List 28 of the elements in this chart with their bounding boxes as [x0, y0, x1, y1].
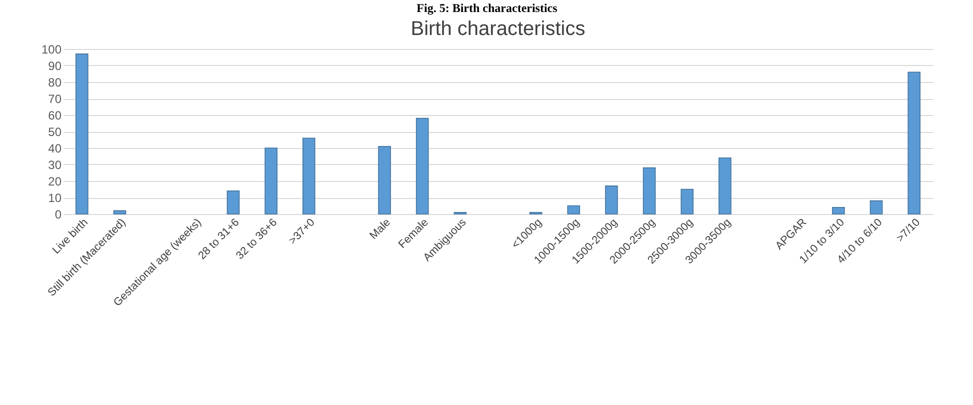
- bar: [832, 207, 845, 214]
- bar: [718, 158, 732, 214]
- y-tick-label: 80: [48, 76, 62, 90]
- caption: Fig. 5: Birth characteristics: [416, 1, 558, 15]
- y-tick-label: 60: [48, 108, 62, 122]
- y-tick-label: 50: [48, 125, 62, 139]
- bar: [113, 210, 126, 214]
- bar: [302, 138, 316, 214]
- bar: [416, 118, 429, 214]
- bar: [226, 190, 240, 214]
- y-tick-label: 10: [48, 191, 62, 205]
- bar: [642, 167, 656, 214]
- y-tick-label: 100: [41, 42, 62, 56]
- bar: [264, 148, 278, 214]
- bar: [378, 146, 391, 214]
- chart-title: Birth characteristics: [410, 18, 586, 40]
- y-tick-label: 40: [48, 142, 62, 156]
- bar: [605, 186, 618, 214]
- bar: [870, 200, 883, 214]
- bar: [567, 205, 580, 214]
- y-tick-label: 70: [48, 92, 62, 106]
- bar: [908, 72, 920, 214]
- bar: [76, 54, 88, 214]
- y-tick-label: 30: [48, 158, 62, 172]
- y-tick-label: 20: [48, 174, 62, 188]
- bar: [680, 188, 694, 214]
- y-tick-label: 0: [54, 208, 62, 222]
- y-tick-label: 90: [48, 59, 62, 73]
